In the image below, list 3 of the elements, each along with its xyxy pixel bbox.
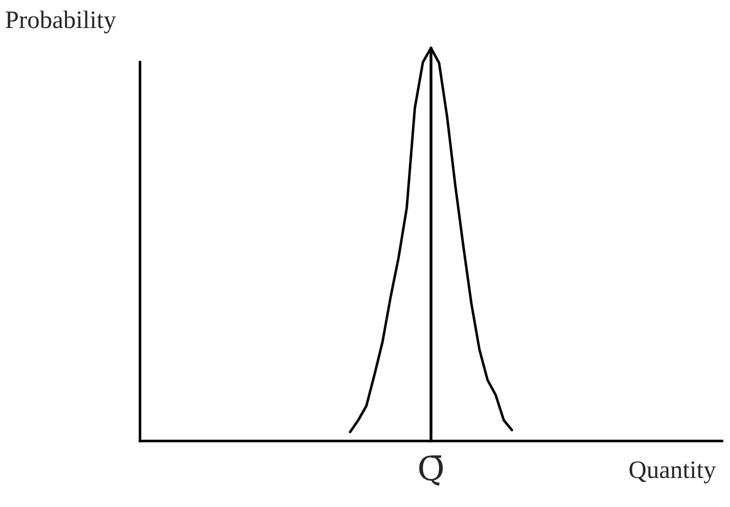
text: Q̄ xyxy=(419,455,443,486)
y-axis-title: Probability xyxy=(6,10,116,34)
x-axis-title: Quantity xyxy=(630,461,716,484)
